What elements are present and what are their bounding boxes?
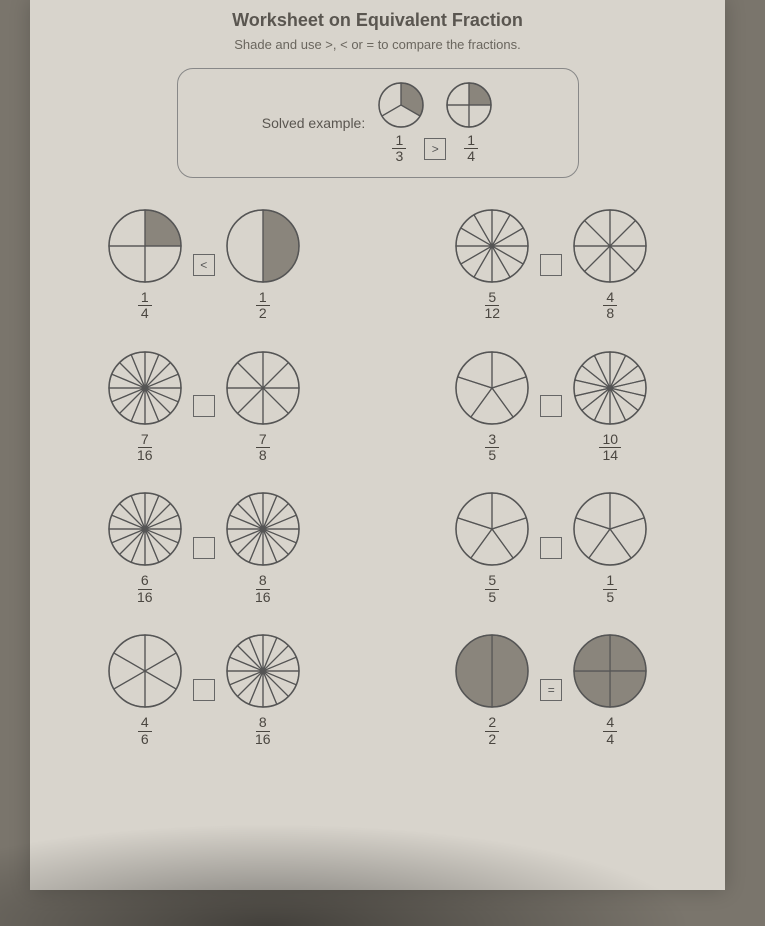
answer-box[interactable] xyxy=(540,537,562,559)
problem-right: 48 xyxy=(572,208,648,322)
problem-row: 616 816 55 15 xyxy=(50,491,705,605)
problem-row: 716 78 35 1014 xyxy=(50,350,705,464)
example-pie-right xyxy=(445,81,493,129)
problem-row: 14 < 12 512 48 xyxy=(50,208,705,322)
problem: 35 1014 xyxy=(398,350,706,464)
example-fraction-right: 1 4 xyxy=(464,133,478,165)
problem-left: 35 xyxy=(454,350,530,464)
problem-right: 816 xyxy=(225,633,301,747)
problem: 46 816 xyxy=(50,633,358,747)
problem-right: 12 xyxy=(225,208,301,322)
problem-left: 55 xyxy=(454,491,530,605)
fraction: 1014 xyxy=(599,432,621,464)
solved-example-box: Solved example: 1 3 > 1 4 xyxy=(177,68,579,178)
problem: 55 15 xyxy=(398,491,706,605)
fraction: 35 xyxy=(485,432,499,464)
fraction: 48 xyxy=(603,290,617,322)
fraction: 78 xyxy=(256,432,270,464)
worksheet-page: Worksheet on Equivalent Fraction Shade a… xyxy=(30,0,725,890)
answer-box[interactable]: = xyxy=(540,679,562,701)
problem-left: 22 xyxy=(454,633,530,747)
fraction: 12 xyxy=(256,290,270,322)
example-answer-box: > xyxy=(424,138,446,160)
fraction: 616 xyxy=(134,573,156,605)
problem-left: 14 xyxy=(107,208,183,322)
fraction: 44 xyxy=(603,715,617,747)
answer-box[interactable] xyxy=(193,537,215,559)
problem-right: 1014 xyxy=(572,350,648,464)
fraction: 816 xyxy=(252,715,274,747)
answer-box[interactable] xyxy=(540,254,562,276)
problem-left: 512 xyxy=(454,208,530,322)
fraction: 22 xyxy=(485,715,499,747)
problems-grid: 14 < 12 512 48 716 xyxy=(50,208,705,747)
example-pie-left xyxy=(377,81,425,129)
fraction: 716 xyxy=(134,432,156,464)
problem: 616 816 xyxy=(50,491,358,605)
problem-left: 716 xyxy=(107,350,183,464)
example-fraction-left: 1 3 xyxy=(392,133,406,165)
problem: 22 = 44 xyxy=(398,633,706,747)
problem-left: 616 xyxy=(107,491,183,605)
problem-right: 44 xyxy=(572,633,648,747)
page-title: Worksheet on Equivalent Fraction xyxy=(50,10,705,31)
answer-box[interactable] xyxy=(193,679,215,701)
fraction: 512 xyxy=(481,290,503,322)
answer-box[interactable]: < xyxy=(193,254,215,276)
problem-left: 46 xyxy=(107,633,183,747)
problem: 14 < 12 xyxy=(50,208,358,322)
page-subtitle: Shade and use >, < or = to compare the f… xyxy=(50,37,705,52)
fraction: 816 xyxy=(252,573,274,605)
fraction: 55 xyxy=(485,573,499,605)
fraction: 14 xyxy=(138,290,152,322)
problem-right: 15 xyxy=(572,491,648,605)
fraction: 15 xyxy=(603,573,617,605)
problem: 716 78 xyxy=(50,350,358,464)
problem-row: 46 816 22 = 44 xyxy=(50,633,705,747)
fraction: 46 xyxy=(138,715,152,747)
problem-right: 816 xyxy=(225,491,301,605)
answer-box[interactable] xyxy=(193,395,215,417)
problem-right: 78 xyxy=(225,350,301,464)
example-label: Solved example: xyxy=(262,115,366,131)
example-content: 1 3 > 1 4 xyxy=(377,81,493,165)
problem: 512 48 xyxy=(398,208,706,322)
answer-box[interactable] xyxy=(540,395,562,417)
